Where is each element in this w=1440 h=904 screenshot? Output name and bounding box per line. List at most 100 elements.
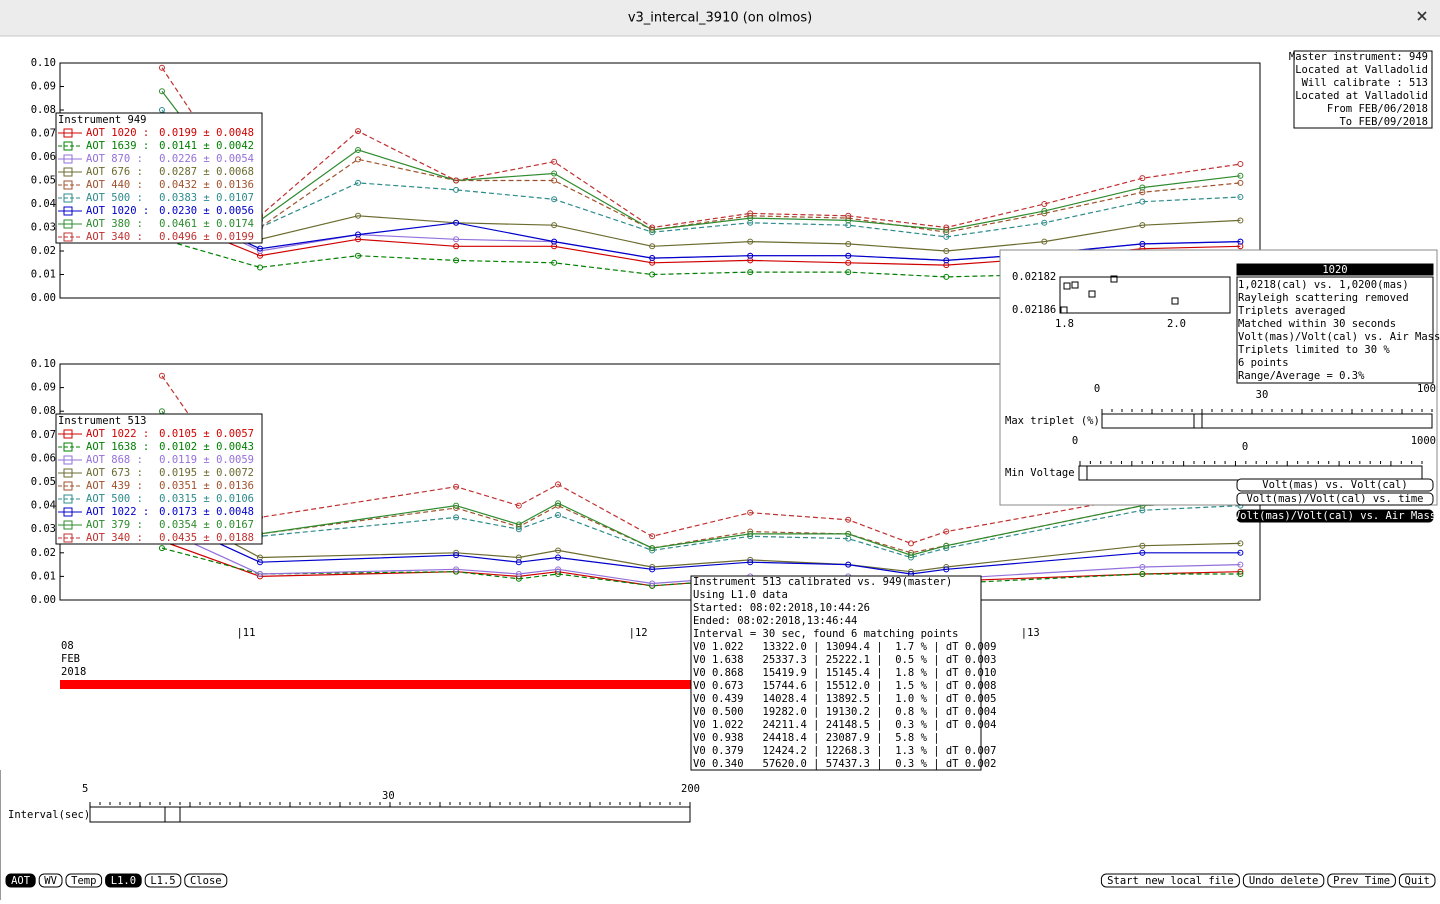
slider-thumb[interactable] <box>1193 413 1203 429</box>
point <box>649 224 656 231</box>
button[interactable] <box>184 873 228 888</box>
legend-stat: 0.0119 ± 0.0059 <box>159 454 254 466</box>
point <box>1237 172 1244 179</box>
button-label: Close <box>190 875 222 887</box>
button[interactable] <box>1327 873 1396 888</box>
button[interactable] <box>1242 873 1325 888</box>
legend-stat: 0.0287 ± 0.0068 <box>159 166 254 178</box>
point <box>158 64 165 71</box>
point <box>257 245 263 252</box>
legend-name: AOT 500 : <box>86 493 143 505</box>
slider-mid: 30 <box>1256 389 1269 401</box>
point <box>551 170 558 177</box>
button-label: Undo delete <box>1249 875 1319 887</box>
y-tick-label: 0.04 <box>31 500 56 512</box>
point <box>1237 561 1244 568</box>
point <box>747 509 754 516</box>
point <box>1139 240 1146 247</box>
point <box>1041 238 1048 245</box>
point <box>943 233 950 240</box>
point <box>845 269 852 276</box>
point <box>845 212 852 219</box>
mode-button[interactable] <box>1236 478 1434 492</box>
popup-line: V0 0.673 15744.6 | 15512.0 | 1.5 % | dT … <box>693 680 996 692</box>
button-label: Start new local file <box>1107 875 1233 887</box>
panel-line: Triplets averaged <box>1238 305 1345 317</box>
point <box>158 545 165 552</box>
legend-title: Instrument 949 <box>58 114 147 126</box>
info-box <box>1293 50 1433 129</box>
point <box>453 257 460 264</box>
y-tick-label: 0.10 <box>31 358 56 370</box>
point <box>355 231 362 238</box>
button[interactable] <box>1398 873 1436 888</box>
legend-marker <box>63 442 73 452</box>
button[interactable] <box>38 873 63 888</box>
mode-button[interactable] <box>1236 492 1434 506</box>
series-line <box>161 410 1241 556</box>
popup-line: Started: 08:02:2018,10:44:26 <box>693 602 870 614</box>
close-icon[interactable] <box>1417 11 1427 21</box>
y-tick-label: 0.01 <box>31 570 56 582</box>
button-label: Quit <box>1405 875 1430 887</box>
legend-name: AOT 1020 : <box>86 205 149 217</box>
point <box>747 252 754 259</box>
popup-line: V0 0.340 57620.0 | 57437.3 | 0.3 % | dT … <box>693 758 996 770</box>
point <box>1237 217 1244 224</box>
button[interactable] <box>144 873 182 888</box>
point <box>943 528 950 535</box>
slider-mid: 0 <box>1242 441 1248 453</box>
series-line <box>161 67 1241 229</box>
slider-thumb[interactable] <box>164 806 181 823</box>
date-start: FEB <box>61 653 80 665</box>
legend-stat: 0.0496 ± 0.0199 <box>159 231 254 243</box>
point <box>845 259 852 266</box>
mini-x-label: 1.8 <box>1055 318 1074 330</box>
legend-name: AOT 1022 : <box>86 428 149 440</box>
button-label: Prev Time <box>1333 875 1390 887</box>
legend-marker <box>63 128 73 138</box>
legend-name: AOT 868 : <box>86 454 143 466</box>
popup-line: Using L1.0 data <box>693 589 788 601</box>
point <box>453 177 460 184</box>
point <box>453 552 460 559</box>
button[interactable] <box>105 873 142 888</box>
mini-y-top: 0.02182 <box>1012 271 1056 283</box>
popup-line: V0 0.868 15419.9 | 15145.4 | 1.8 % | dT … <box>693 667 996 679</box>
info-line: Located at Valladolid <box>1295 64 1428 76</box>
point <box>1041 219 1048 226</box>
button[interactable] <box>5 873 36 888</box>
slider-max: 100 <box>1417 383 1436 395</box>
legend-stat: 0.0195 ± 0.0072 <box>159 467 254 479</box>
point <box>747 238 754 245</box>
button[interactable] <box>1100 873 1240 888</box>
y-tick-label: 0.00 <box>31 594 56 606</box>
legend-name: AOT 1022 : <box>86 506 149 518</box>
mode-button[interactable] <box>1236 509 1434 523</box>
point <box>649 271 656 278</box>
point <box>943 566 950 573</box>
button-label: WV <box>44 875 57 887</box>
date-start: 2018 <box>61 666 86 678</box>
button[interactable] <box>65 873 103 888</box>
slider-track[interactable] <box>1079 465 1423 481</box>
y-tick-label: 0.09 <box>31 382 56 394</box>
point <box>649 255 656 262</box>
point <box>1139 542 1146 549</box>
y-tick-label: 0.01 <box>31 269 56 281</box>
slider-thumb[interactable] <box>1078 465 1088 481</box>
point <box>747 559 754 566</box>
point <box>747 210 754 217</box>
point <box>551 177 558 184</box>
mini-point <box>1071 281 1079 289</box>
legend-name: AOT 439 : <box>86 480 143 492</box>
slider-track[interactable] <box>1101 413 1433 429</box>
series-line <box>161 109 1241 238</box>
panel-line: 6 points <box>1238 357 1289 369</box>
panel-header-text: 1020 <box>1322 264 1347 276</box>
point <box>515 502 522 509</box>
popup-line: V0 0.379 12424.2 | 12268.3 | 1.3 % | dT … <box>693 745 996 757</box>
mini-x-label: 2.0 <box>1167 318 1186 330</box>
legend-marker <box>63 206 73 216</box>
